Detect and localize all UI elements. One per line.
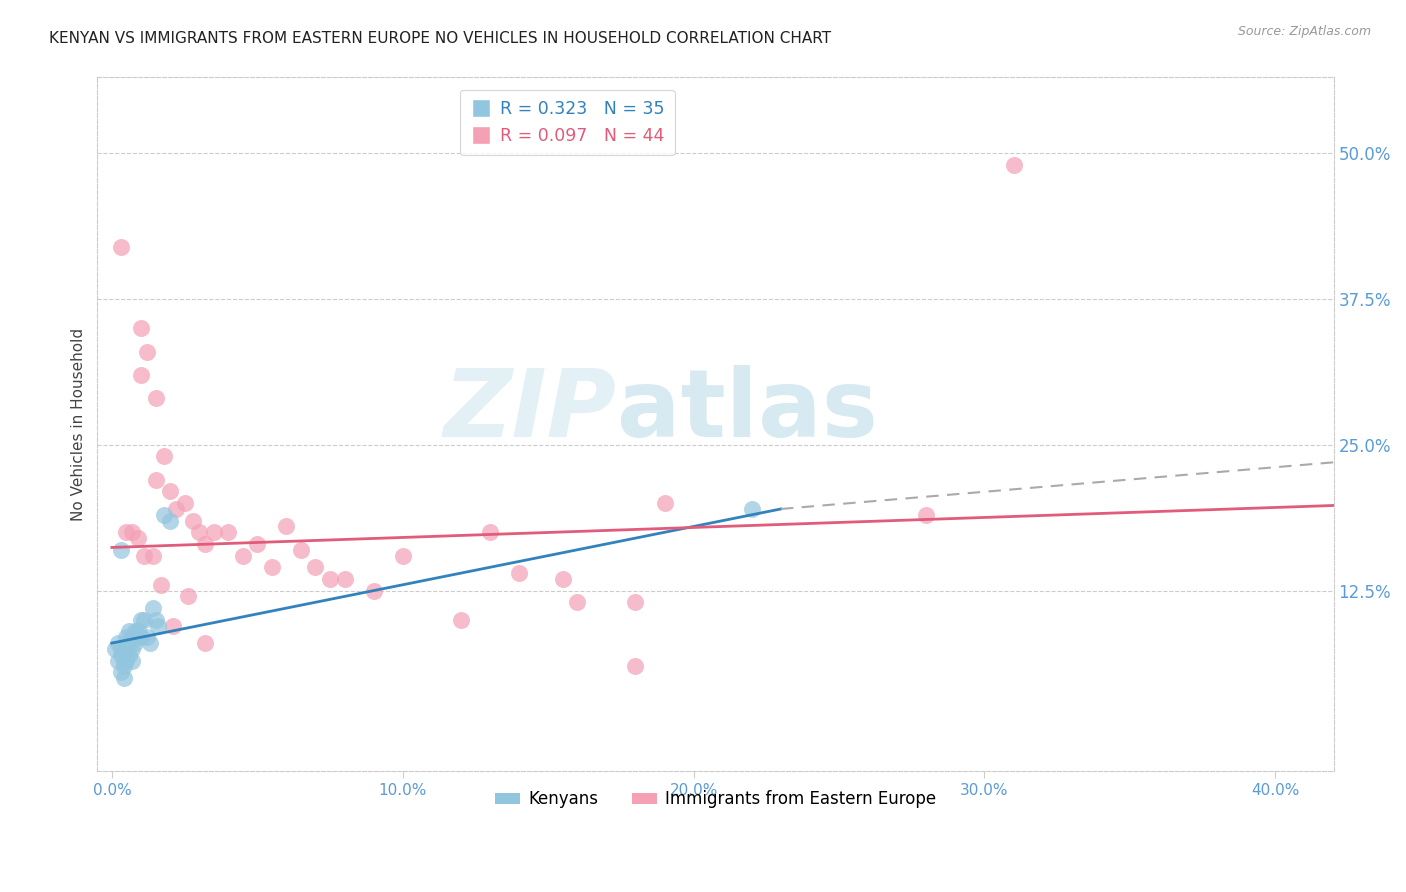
Point — [110, 665, 132, 680]
Point — [142, 549, 165, 563]
Point — [153, 508, 176, 522]
Point — [129, 613, 152, 627]
Point — [107, 636, 129, 650]
Point — [479, 525, 502, 540]
Point — [145, 613, 167, 627]
Point — [188, 525, 211, 540]
Point — [165, 502, 187, 516]
Point — [135, 344, 157, 359]
Point — [118, 648, 141, 662]
Point — [118, 636, 141, 650]
Point — [654, 496, 676, 510]
Point — [124, 636, 146, 650]
Point — [121, 630, 143, 644]
Point — [290, 542, 312, 557]
Point — [202, 525, 225, 540]
Point — [110, 239, 132, 253]
Point — [162, 618, 184, 632]
Point — [132, 549, 155, 563]
Point — [121, 641, 143, 656]
Point — [217, 525, 239, 540]
Point — [159, 514, 181, 528]
Point — [115, 525, 138, 540]
Point — [110, 641, 132, 656]
Point — [260, 560, 283, 574]
Point — [551, 572, 574, 586]
Point — [333, 572, 356, 586]
Point — [115, 630, 138, 644]
Point — [112, 659, 135, 673]
Point — [145, 391, 167, 405]
Point — [319, 572, 342, 586]
Point — [118, 624, 141, 639]
Point — [391, 549, 413, 563]
Point — [173, 496, 195, 510]
Point — [232, 549, 254, 563]
Point — [132, 613, 155, 627]
Point — [129, 368, 152, 382]
Point — [150, 578, 173, 592]
Point — [159, 484, 181, 499]
Y-axis label: No Vehicles in Household: No Vehicles in Household — [72, 328, 86, 521]
Point — [148, 618, 170, 632]
Text: KENYAN VS IMMIGRANTS FROM EASTERN EUROPE NO VEHICLES IN HOUSEHOLD CORRELATION CH: KENYAN VS IMMIGRANTS FROM EASTERN EUROPE… — [49, 31, 831, 46]
Point — [112, 671, 135, 685]
Point — [115, 654, 138, 668]
Point — [124, 624, 146, 639]
Point — [194, 537, 217, 551]
Text: atlas: atlas — [617, 365, 877, 457]
Point — [115, 641, 138, 656]
Point — [624, 659, 647, 673]
Point — [450, 613, 472, 627]
Point — [1002, 158, 1025, 172]
Point — [624, 595, 647, 609]
Point — [915, 508, 938, 522]
Point — [129, 321, 152, 335]
Point — [145, 473, 167, 487]
Point — [176, 590, 198, 604]
Point — [104, 641, 127, 656]
Text: Source: ZipAtlas.com: Source: ZipAtlas.com — [1237, 25, 1371, 38]
Point — [110, 542, 132, 557]
Point — [194, 636, 217, 650]
Point — [127, 630, 149, 644]
Point — [121, 525, 143, 540]
Point — [276, 519, 298, 533]
Point — [741, 502, 763, 516]
Point — [304, 560, 326, 574]
Point — [567, 595, 589, 609]
Point — [363, 583, 385, 598]
Point — [153, 450, 176, 464]
Point — [135, 630, 157, 644]
Point — [183, 514, 205, 528]
Point — [127, 624, 149, 639]
Point — [112, 654, 135, 668]
Point — [142, 601, 165, 615]
Point — [508, 566, 530, 581]
Point — [127, 531, 149, 545]
Point — [115, 648, 138, 662]
Point — [138, 636, 160, 650]
Text: ZIP: ZIP — [444, 365, 617, 457]
Point — [121, 654, 143, 668]
Point — [107, 654, 129, 668]
Legend: Kenyans, Immigrants from Eastern Europe: Kenyans, Immigrants from Eastern Europe — [488, 784, 942, 815]
Point — [129, 630, 152, 644]
Point — [110, 648, 132, 662]
Point — [246, 537, 269, 551]
